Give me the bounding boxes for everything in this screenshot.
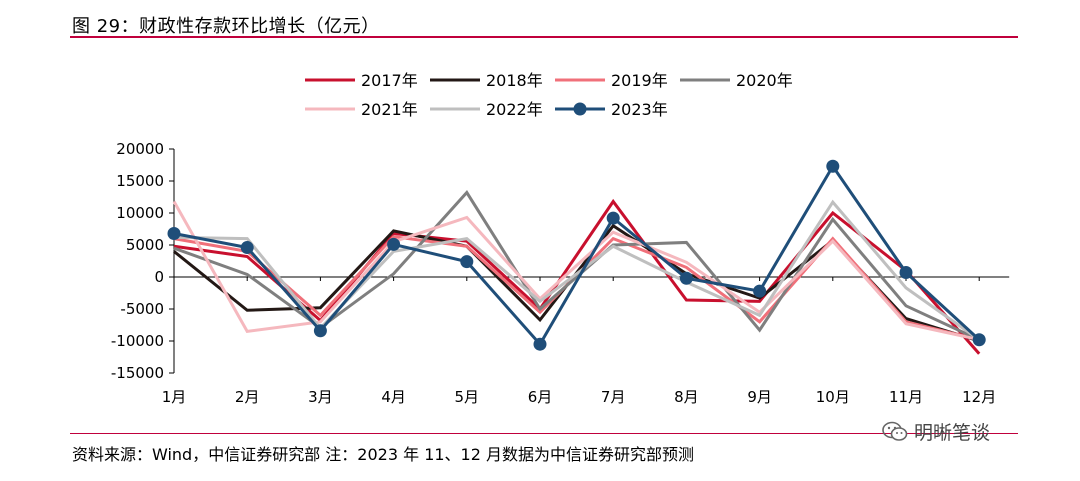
series-line-2022年 [173,199,981,341]
line-chart: 2017年 2018年 2019年 2020年 2021年 2022年 2023年 2000… [111,71,1010,406]
data-point-2023年 [679,271,693,285]
watermark: 明晰笔谈 [882,418,990,445]
x-tick-label: 8月 [674,388,699,406]
data-point-2023年 [972,333,986,347]
legend-label: 2021年 [361,100,418,119]
y-tick-label: 10000 [116,204,164,222]
title-rule [70,36,1018,38]
figure-title: 图 29：财政性存款环比增长（亿元） [72,16,380,37]
chart-axes: 20000 15000 10000 5000 0 -5000 -10000 -15000 1月 2… [111,140,1010,406]
chart-series [167,159,986,355]
x-tick-label: 10月 [816,388,850,406]
series-line-2023年 [173,163,981,347]
legend-label: 2023年 [611,100,668,119]
legend-item: 2020年 [680,71,793,90]
x-tick-label: 7月 [601,388,626,406]
data-point-2023年 [460,255,474,269]
data-point-2023年 [899,266,913,280]
chart-legend: 2017年 2018年 2019年 2020年 2021年 2022年 2023年 [305,71,793,119]
legend-marker [573,102,587,116]
x-tick-label: 1月 [162,388,187,406]
legend-item: 2022年 [430,100,543,119]
legend-item: 2019年 [555,71,668,90]
y-tick-label: 20000 [116,140,164,158]
legend-label: 2020年 [736,71,793,90]
data-point-2023年 [753,284,767,298]
x-tick-label: 2月 [235,388,260,406]
legend-item: 2021年 [305,100,418,119]
x-tick-label: 6月 [528,388,553,406]
y-tick-label: 5000 [126,236,164,254]
data-point-2023年 [826,159,840,173]
y-tick-label: -15000 [111,364,164,382]
legend-label: 2018年 [486,71,543,90]
x-tick-label: 9月 [747,388,772,406]
data-point-2023年 [313,324,327,338]
series-line-2017年 [173,198,981,355]
data-point-2023年 [606,211,620,225]
watermark-text: 明晰笔谈 [914,422,991,444]
source-note: 资料来源：Wind，中信证券研究部 注：2023 年 11、12 月数据为中信证… [72,445,694,464]
legend-label: 2022年 [486,100,543,119]
x-tick-label: 5月 [455,388,480,406]
legend-item: 2023年 [555,100,668,119]
y-tick-label: 0 [154,268,164,286]
series-line-2021年 [172,200,980,342]
y-tick-label: -10000 [111,332,164,350]
x-tick-label: 11月 [889,388,923,406]
x-tick-label: 12月 [962,388,996,406]
x-tick-label: 3月 [308,388,333,406]
footer-rule [70,433,1018,434]
x-tick-label: 4月 [381,388,406,406]
y-tick-label: 15000 [116,172,164,190]
legend-label: 2019年 [611,71,668,90]
data-point-2023年 [167,226,181,240]
legend-item: 2018年 [430,71,543,90]
data-point-2023年 [240,241,254,255]
data-point-2023年 [387,237,401,251]
legend-label: 2017年 [361,71,418,90]
y-tick-label: -5000 [120,300,164,318]
wechat-icon [882,421,908,441]
data-point-2023年 [533,337,547,351]
legend-item: 2017年 [305,71,418,90]
